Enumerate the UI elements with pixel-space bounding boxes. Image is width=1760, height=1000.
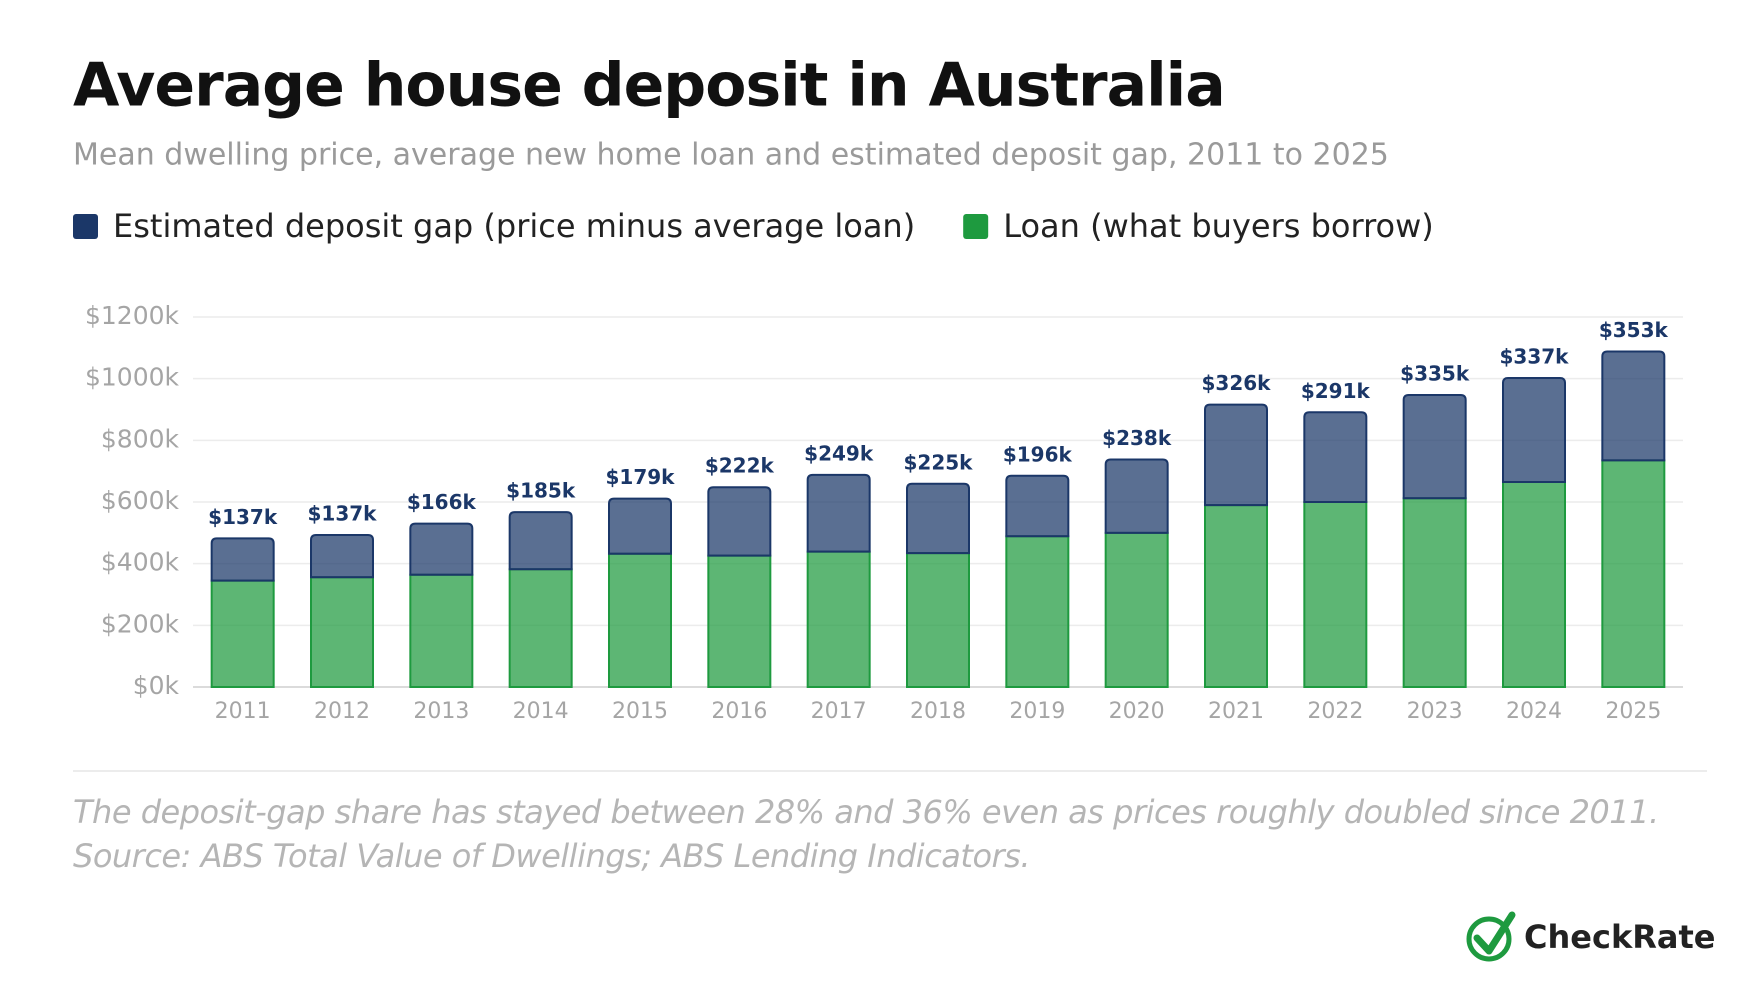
bar-segment: [508, 568, 573, 688]
bar-segment: [608, 497, 672, 555]
logo-check: [1473, 911, 1516, 955]
value-label: $137k: [208, 505, 278, 529]
bar-segment: [310, 533, 374, 579]
value-label: $291k: [1301, 379, 1371, 403]
bar-segment: [906, 482, 970, 555]
bar-segment: [508, 511, 573, 571]
bar-segment: [1502, 480, 1566, 688]
value-label: $249k: [804, 441, 874, 465]
x-tick-label: 2023: [1407, 699, 1463, 724]
y-tick-label: $1000k: [85, 363, 180, 392]
value-label: $326k: [1202, 371, 1272, 395]
value-label: $196k: [1003, 442, 1073, 466]
value-label: $335k: [1400, 362, 1470, 386]
x-tick-label: 2011: [215, 699, 271, 724]
bar-segment: [1303, 501, 1368, 688]
y-tick-label: $800k: [101, 424, 180, 453]
value-label: $337k: [1500, 345, 1570, 369]
legend-label: Loan (what buyers borrow): [1003, 207, 1434, 245]
y-tick-label: $400k: [101, 548, 180, 577]
value-label: $137k: [308, 501, 378, 525]
value-label: $238k: [1102, 426, 1172, 450]
bar-segment: [1303, 411, 1368, 503]
y-tick-label: $200k: [101, 609, 180, 638]
value-label: $353k: [1599, 318, 1669, 342]
x-tick-label: 2017: [811, 699, 867, 724]
bar-segment: [1601, 459, 1666, 688]
bar-segment: [1204, 504, 1268, 688]
bar-segment: [707, 486, 772, 557]
value-label: $225k: [904, 450, 974, 474]
chart-subtitle: Mean dwelling price, average new home lo…: [73, 138, 1389, 173]
legend-swatch: [73, 214, 98, 239]
bar-segment: [707, 554, 772, 688]
value-label: $179k: [606, 465, 676, 489]
legend-swatch: [963, 214, 989, 239]
x-tick-label: 2021: [1208, 699, 1264, 724]
x-tick-label: 2012: [314, 699, 370, 724]
bar-segment: [906, 552, 970, 688]
bar-segment: [1601, 350, 1666, 462]
x-tick-label: 2025: [1605, 699, 1661, 724]
bar-segment: [210, 579, 275, 688]
brand-name: CheckRate: [1524, 918, 1715, 956]
x-tick-label: 2019: [1009, 699, 1065, 724]
y-tick-label: $1200k: [85, 301, 180, 330]
x-tick-label: 2024: [1506, 699, 1562, 724]
y-tick-label: $600k: [101, 486, 180, 515]
bar-segment: [1005, 474, 1070, 538]
x-tick-label: 2022: [1307, 699, 1363, 724]
value-label: $185k: [506, 479, 576, 503]
x-tick-label: 2016: [711, 699, 767, 724]
x-tick-label: 2018: [910, 699, 966, 724]
bar-segment: [1104, 531, 1169, 688]
bar-segment: [310, 576, 374, 688]
x-tick-label: 2020: [1109, 699, 1165, 724]
bar-segment: [608, 552, 672, 688]
bar-segment: [409, 573, 474, 688]
logo-circle: [1466, 916, 1512, 962]
x-tick-label: 2013: [413, 699, 469, 724]
x-tick-label: 2015: [612, 699, 668, 724]
value-label: $222k: [705, 454, 775, 478]
legend-label: Estimated deposit gap (price minus avera…: [113, 207, 915, 245]
bar-segment: [1402, 497, 1467, 688]
bar-segment: [1204, 403, 1268, 507]
y-tick-label: $0k: [133, 671, 180, 700]
bar-segment: [1502, 377, 1566, 483]
value-label: $166k: [407, 490, 477, 514]
bar-segment: [409, 522, 474, 576]
x-tick-label: 2014: [513, 699, 569, 724]
bar-segment: [806, 550, 871, 688]
bar-segment: [806, 473, 871, 553]
brand-logo: CheckRate: [1466, 911, 1715, 962]
bar-segment: [1005, 535, 1070, 688]
footnote: The deposit-gap share has stayed between…: [73, 793, 1659, 875]
bar-segment: [210, 537, 275, 582]
bar-segment: [1104, 458, 1169, 534]
bar-segment: [1402, 394, 1467, 500]
chart-title: Average house deposit in Australia: [73, 51, 1225, 121]
